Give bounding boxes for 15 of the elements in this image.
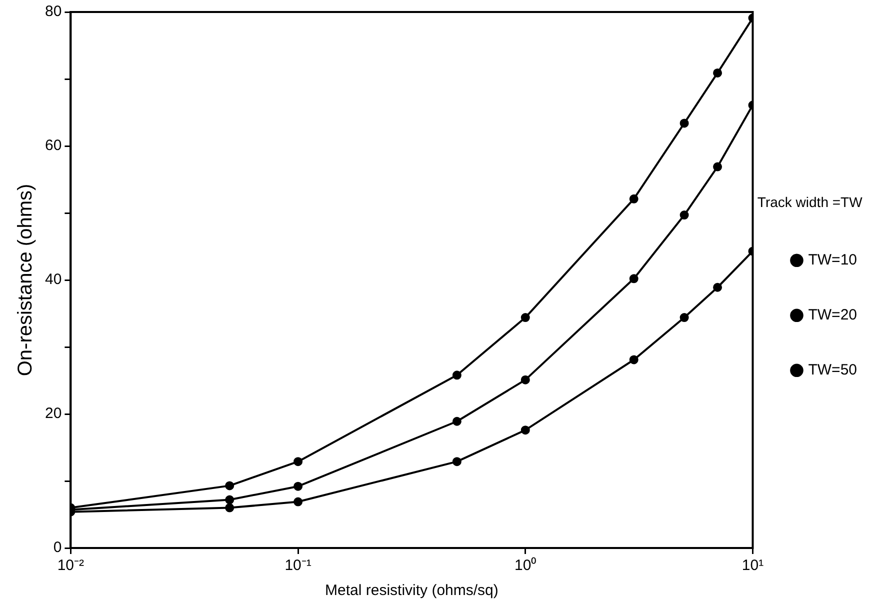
y-tick-label: 20 — [44, 405, 62, 422]
legend-label: TW=20 — [808, 306, 857, 324]
x-tick-label: 10⁻² — [57, 557, 84, 574]
y-tick-label: 80 — [44, 3, 62, 20]
legend-label: TW=50 — [808, 362, 857, 379]
x-tick-label: 10⁰ — [514, 557, 536, 574]
y-tick-label: 40 — [44, 271, 62, 288]
legend-label: TW=10 — [808, 252, 857, 269]
x-axis-title: Metal resistivity (ohms/sq) — [325, 582, 498, 600]
x-tick-label: 10¹ — [742, 557, 764, 574]
y-axis-title: On-resistance (ohms) — [14, 184, 37, 376]
x-tick-label: 10⁻¹ — [284, 557, 312, 574]
legend-title: Track width =TW — [757, 194, 864, 210]
y-tick-label: 60 — [44, 137, 62, 154]
y-tick-label: 0 — [53, 539, 62, 556]
